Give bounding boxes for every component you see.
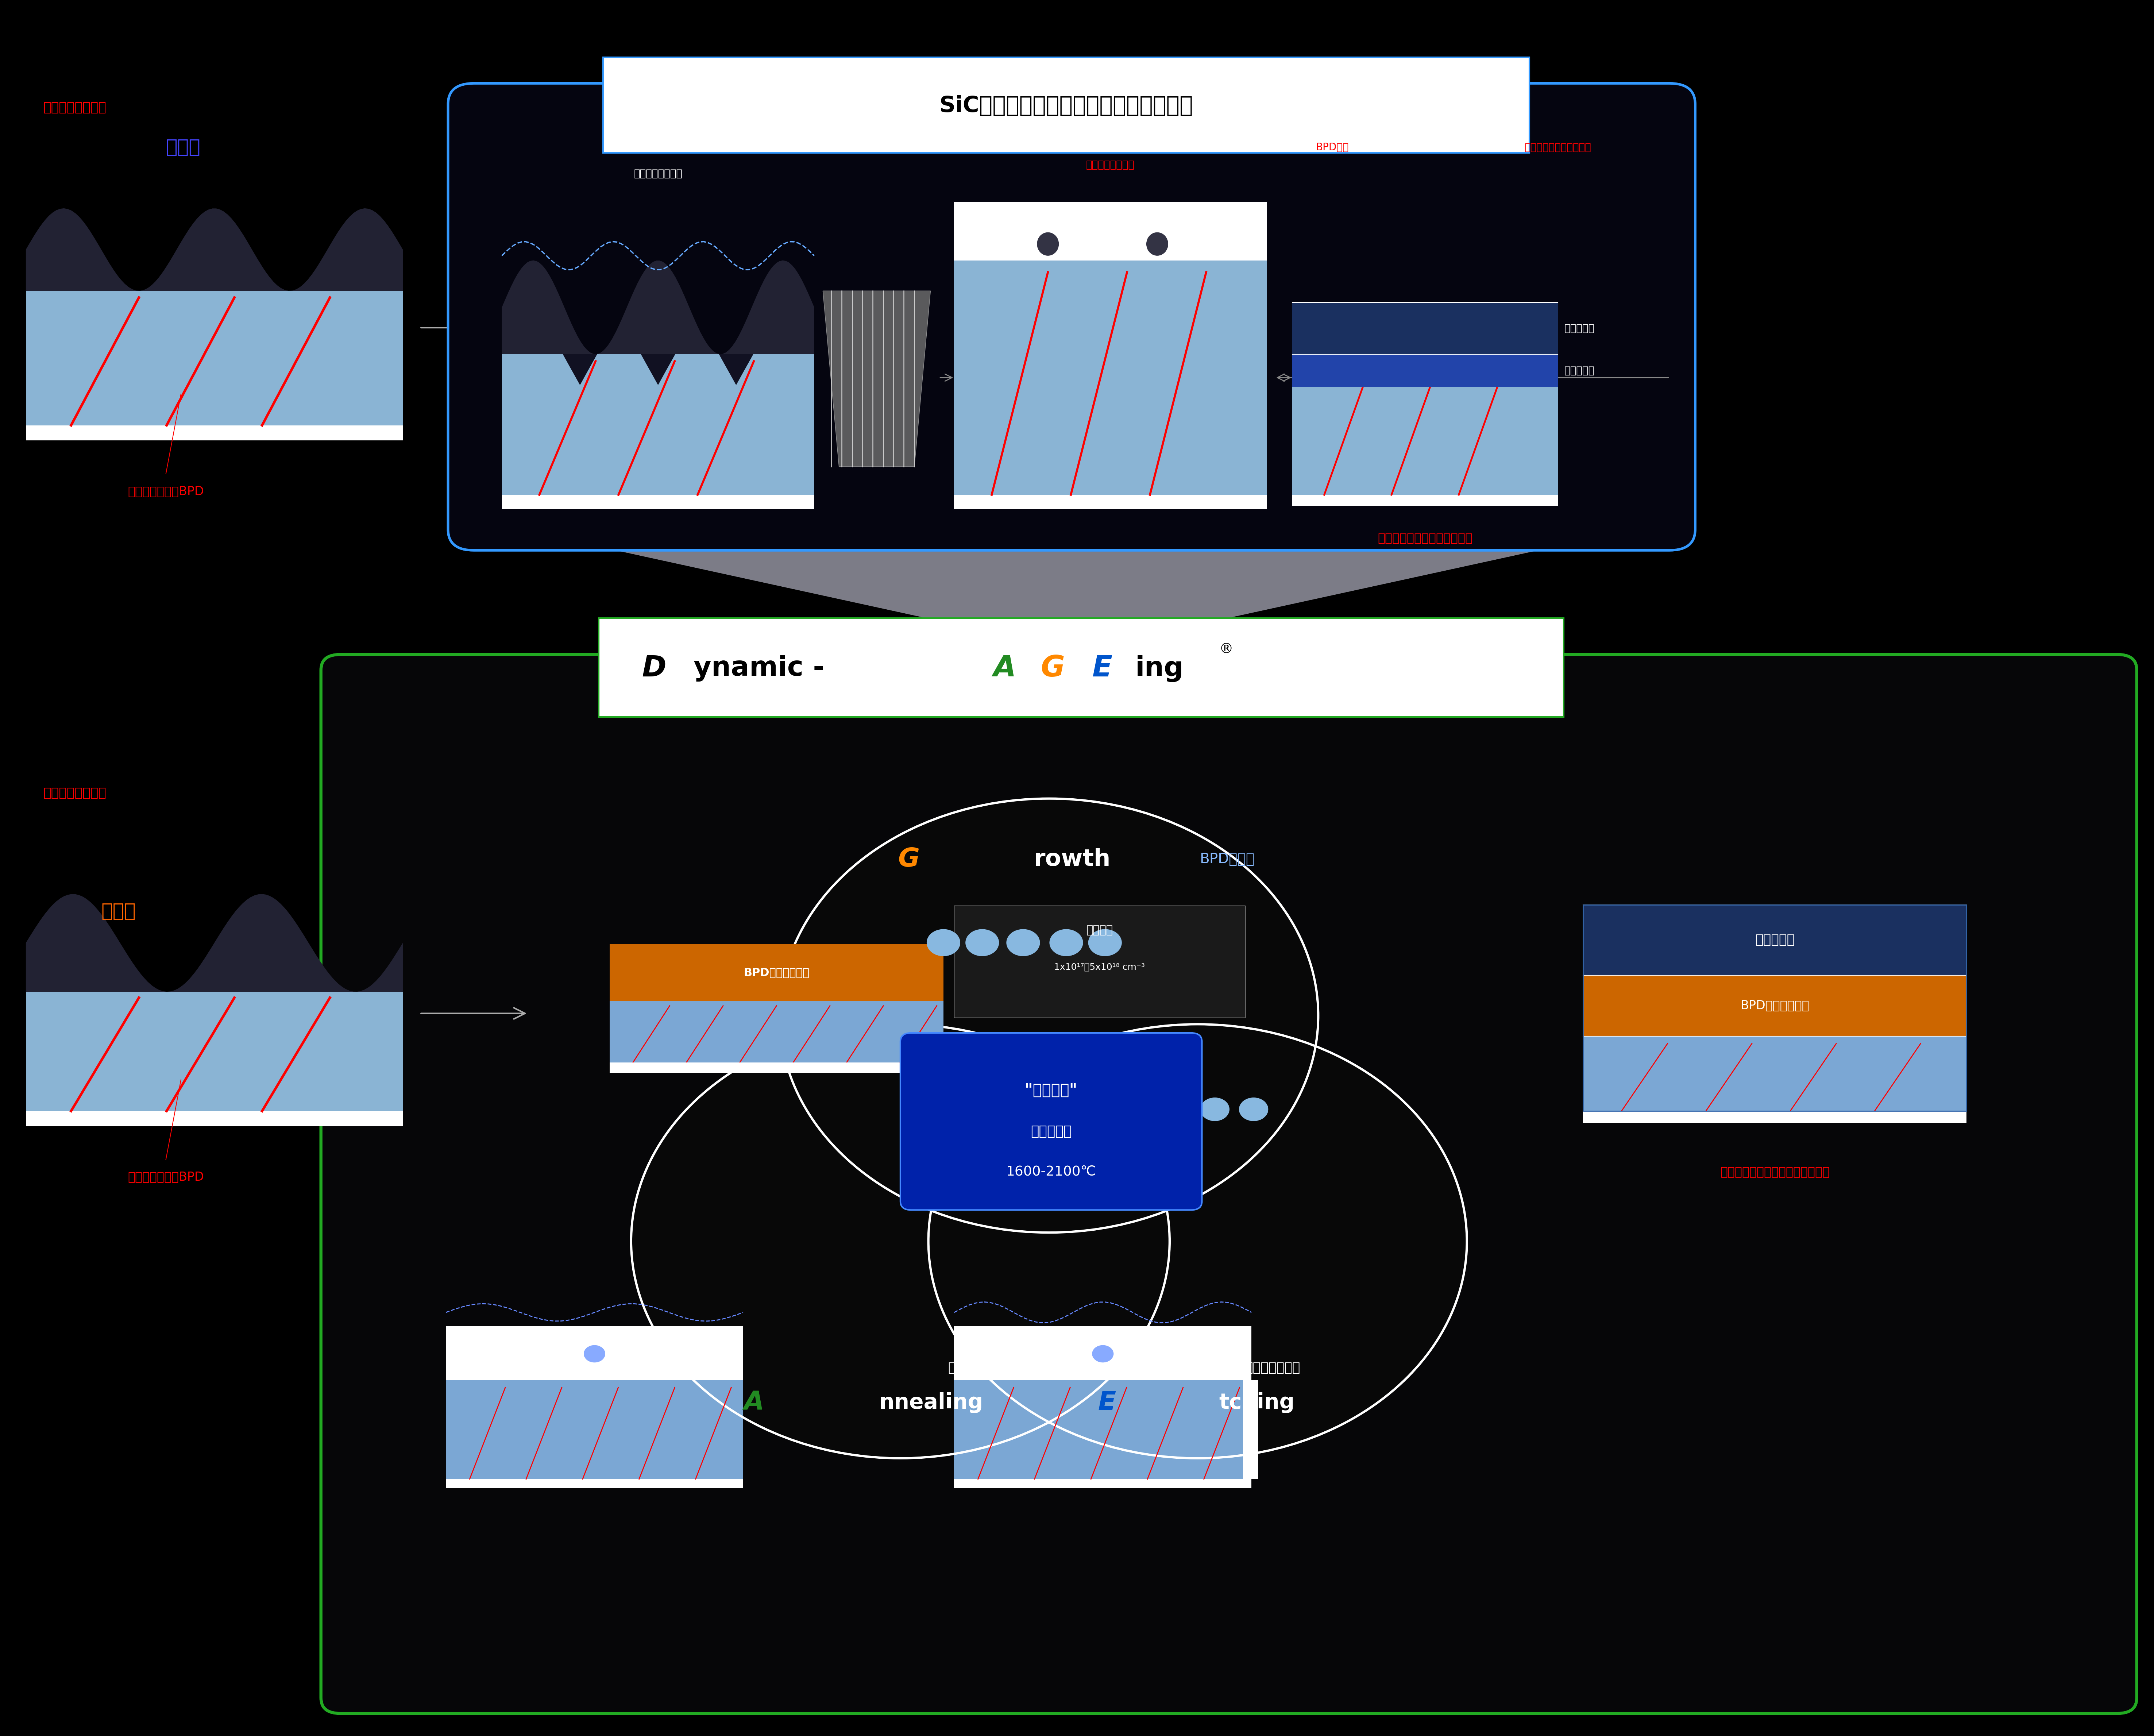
Text: BPD伝播: BPD伝播 <box>1316 142 1348 153</box>
Bar <box>954 201 1267 260</box>
Text: 加工歪み層除去: 加工歪み層除去 <box>1245 1361 1301 1375</box>
Circle shape <box>584 1345 605 1363</box>
Text: A: A <box>743 1391 765 1415</box>
Polygon shape <box>560 538 1594 651</box>
Bar <box>1583 904 1967 976</box>
Polygon shape <box>719 354 754 385</box>
Polygon shape <box>502 260 814 354</box>
Bar <box>954 260 1267 495</box>
Bar <box>26 290 403 425</box>
Bar <box>610 944 943 1002</box>
Text: G: G <box>898 847 920 871</box>
Bar <box>26 1111 403 1127</box>
Text: 高品質化・生産性向上・大口径化: 高品質化・生産性向上・大口径化 <box>1721 1167 1829 1177</box>
Circle shape <box>928 1024 1467 1458</box>
Bar <box>1583 904 1967 1111</box>
Ellipse shape <box>1036 233 1060 255</box>
Bar <box>26 991 403 1111</box>
Circle shape <box>1088 929 1122 957</box>
Text: 基板に内在するBPD: 基板に内在するBPD <box>127 1172 205 1182</box>
Text: 加工歪み層の形成: 加工歪み層の形成 <box>43 101 106 115</box>
Bar <box>1292 354 1557 387</box>
Text: tching: tching <box>1219 1392 1295 1413</box>
Bar <box>1583 1111 1967 1123</box>
Text: BPDフリー成長層: BPDフリー成長層 <box>743 967 810 977</box>
Circle shape <box>1049 929 1083 957</box>
Text: 基板に内在するBPD: 基板に内在するBPD <box>127 486 205 496</box>
Circle shape <box>926 929 961 957</box>
Bar <box>1292 302 1557 354</box>
Bar <box>1292 495 1557 505</box>
FancyBboxPatch shape <box>900 1033 1202 1210</box>
Text: 1x10¹⁷〜5x10¹⁸ cm⁻³: 1x10¹⁷〜5x10¹⁸ cm⁻³ <box>1053 963 1146 972</box>
Text: 1600-2100℃: 1600-2100℃ <box>1006 1165 1096 1179</box>
Bar <box>26 425 403 441</box>
Polygon shape <box>642 354 674 385</box>
Text: E: E <box>1092 654 1111 682</box>
Bar <box>954 1380 1251 1479</box>
Bar <box>603 57 1529 153</box>
Text: SiC基板製造工程　（従来の加工技術）: SiC基板製造工程 （従来の加工技術） <box>939 95 1193 116</box>
Text: ドリフト層: ドリフト層 <box>1756 934 1794 946</box>
Bar <box>1243 1380 1258 1479</box>
Bar <box>954 495 1267 509</box>
Bar <box>502 495 814 509</box>
Text: 大きい: 大きい <box>101 903 136 920</box>
Bar <box>954 906 1245 1017</box>
Bar <box>446 1479 743 1488</box>
Text: 加工歪み層の形成: 加工歪み層の形成 <box>43 786 106 800</box>
Text: ynamic -: ynamic - <box>694 654 825 682</box>
Text: 加工歪み層の形成: 加工歪み層の形成 <box>633 168 683 179</box>
Text: ing: ing <box>1135 654 1183 682</box>
Ellipse shape <box>1146 233 1167 255</box>
Text: A: A <box>993 654 1017 682</box>
Text: "欠陥ゼロ": "欠陥ゼロ" <box>1025 1083 1077 1097</box>
Text: 窒素濃度: 窒素濃度 <box>1086 925 1114 936</box>
Bar <box>599 618 1564 717</box>
FancyBboxPatch shape <box>448 83 1695 550</box>
Circle shape <box>1079 1097 1109 1121</box>
Bar <box>954 1479 1251 1488</box>
Text: 動作不良や生産性低下の要因: 動作不良や生産性低下の要因 <box>1379 533 1473 543</box>
Bar <box>502 354 814 495</box>
Text: BPDフリー成長層: BPDフリー成長層 <box>1740 1000 1809 1012</box>
Text: 小さい: 小さい <box>166 139 200 156</box>
FancyBboxPatch shape <box>321 654 2137 1713</box>
Bar <box>446 1380 743 1479</box>
Text: G: G <box>1040 654 1064 682</box>
Circle shape <box>965 929 999 957</box>
Text: rowth: rowth <box>1034 847 1111 871</box>
Text: バッファ層: バッファ層 <box>1564 366 1594 375</box>
Circle shape <box>1200 1097 1230 1121</box>
Text: ドリフト層: ドリフト層 <box>1564 323 1594 333</box>
Text: ®: ® <box>1219 642 1234 656</box>
Bar <box>446 1326 743 1380</box>
Text: 残存した加工歪み: 残存した加工歪み <box>1086 160 1135 170</box>
Bar <box>1292 354 1557 495</box>
Text: 単一装置内: 単一装置内 <box>1030 1125 1073 1139</box>
Circle shape <box>1092 1345 1114 1363</box>
Polygon shape <box>562 354 597 385</box>
Bar <box>954 1326 1251 1380</box>
Polygon shape <box>26 208 403 290</box>
Polygon shape <box>823 292 931 467</box>
Text: D: D <box>642 654 666 682</box>
Text: BPD無害化: BPD無害化 <box>1200 852 1254 866</box>
Text: nnealing: nnealing <box>879 1392 982 1413</box>
Circle shape <box>631 1024 1170 1458</box>
Circle shape <box>780 799 1318 1233</box>
Circle shape <box>1159 1097 1189 1121</box>
Bar <box>1583 1036 1967 1111</box>
Circle shape <box>1118 1097 1148 1121</box>
Text: 加工歪みに由来した欠陥: 加工歪みに由来した欠陥 <box>1525 142 1592 153</box>
Text: 表面平坦化: 表面平坦化 <box>948 1361 987 1375</box>
Bar <box>610 1002 943 1062</box>
Bar <box>610 1062 943 1073</box>
Bar <box>1583 976 1967 1036</box>
Polygon shape <box>26 894 403 991</box>
Text: E: E <box>1099 1391 1116 1415</box>
Circle shape <box>1006 929 1040 957</box>
Circle shape <box>1239 1097 1269 1121</box>
